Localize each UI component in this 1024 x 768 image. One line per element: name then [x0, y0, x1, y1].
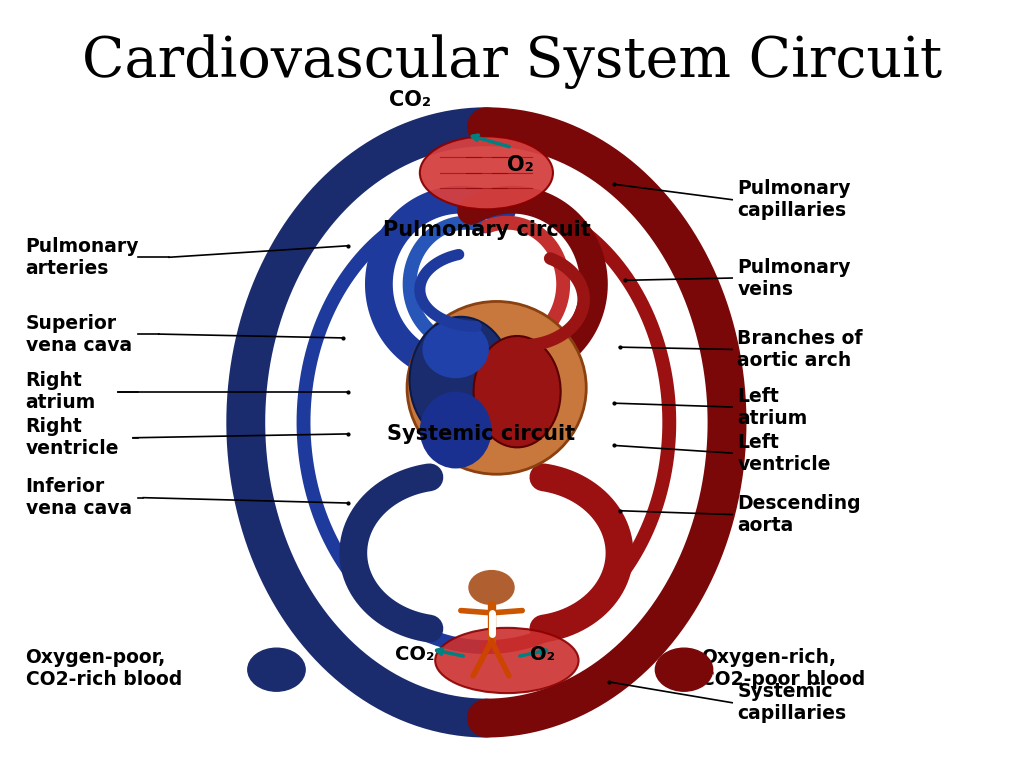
- Circle shape: [469, 571, 514, 604]
- Text: Descending
aorta: Descending aorta: [737, 494, 861, 535]
- Ellipse shape: [410, 316, 512, 444]
- Ellipse shape: [422, 320, 488, 378]
- Text: CO₂: CO₂: [395, 645, 434, 664]
- Text: Pulmonary
arteries: Pulmonary arteries: [26, 237, 139, 278]
- Circle shape: [655, 648, 713, 691]
- Ellipse shape: [407, 302, 586, 475]
- Text: Left
atrium: Left atrium: [737, 386, 808, 428]
- Text: Branches of
aortic arch: Branches of aortic arch: [737, 329, 863, 370]
- Text: O₂: O₂: [507, 155, 534, 175]
- Text: Pulmonary
veins: Pulmonary veins: [737, 257, 851, 299]
- Text: Right
ventricle: Right ventricle: [26, 417, 119, 458]
- Text: Superior
vena cava: Superior vena cava: [26, 313, 132, 355]
- Text: Oxygen-rich,
CO2-poor blood: Oxygen-rich, CO2-poor blood: [701, 647, 865, 689]
- Text: Pulmonary circuit: Pulmonary circuit: [383, 220, 590, 240]
- Text: CO₂: CO₂: [388, 90, 431, 110]
- Ellipse shape: [435, 628, 579, 693]
- Ellipse shape: [473, 336, 561, 447]
- Text: Cardiovascular System Circuit: Cardiovascular System Circuit: [82, 35, 942, 89]
- Text: Inferior
vena cava: Inferior vena cava: [26, 477, 132, 518]
- Text: Systemic
capillaries: Systemic capillaries: [737, 682, 847, 723]
- Ellipse shape: [420, 137, 553, 209]
- Text: O₂: O₂: [530, 645, 555, 664]
- Circle shape: [248, 648, 305, 691]
- Text: Right
atrium: Right atrium: [26, 371, 96, 412]
- Text: Left
ventricle: Left ventricle: [737, 432, 830, 474]
- Ellipse shape: [420, 392, 492, 468]
- Text: Systemic circuit: Systemic circuit: [387, 424, 575, 444]
- Text: Pulmonary
capillaries: Pulmonary capillaries: [737, 179, 851, 220]
- Text: Oxygen-poor,
CO2-rich blood: Oxygen-poor, CO2-rich blood: [26, 647, 182, 689]
